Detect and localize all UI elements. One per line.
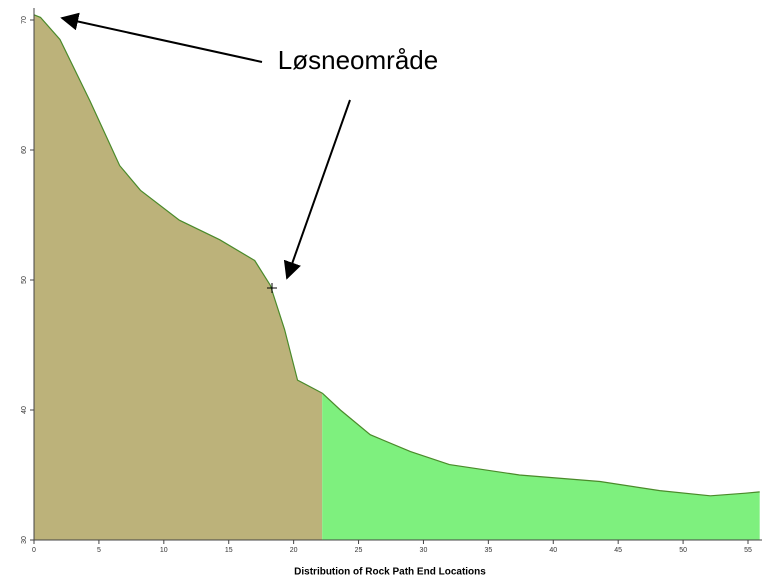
x-tick-label: 5	[97, 547, 101, 554]
profile-line	[33, 14, 323, 394]
x-tick-label: 10	[160, 547, 168, 554]
arrow	[60, 12, 263, 63]
x-tick-label: 45	[614, 547, 622, 554]
profile-area	[322, 393, 760, 540]
x-tick-label: 15	[225, 547, 233, 554]
x-tick-label: 30	[420, 547, 428, 554]
y-tick-label: 50	[21, 276, 28, 284]
plot-area	[33, 14, 760, 541]
y-tick-label: 40	[21, 406, 28, 414]
y-tick-label: 30	[21, 536, 28, 544]
x-tick-label: 20	[290, 547, 298, 554]
x-tick-label: 0	[32, 547, 36, 554]
start-marker	[267, 283, 277, 293]
x-tick-label: 55	[744, 547, 752, 554]
x-tick-label: 25	[355, 547, 363, 554]
y-tick-label: 60	[21, 146, 28, 154]
profile-line	[321, 392, 760, 497]
y-tick-label: 70	[21, 16, 28, 24]
x-tick-label: 35	[484, 547, 492, 554]
annotation: Løsneområde	[278, 45, 438, 75]
x-tick-label: 50	[679, 547, 687, 554]
profile-area	[34, 14, 323, 541]
x-tick-label: 40	[549, 547, 557, 554]
x-axis-label: Distribution of Rock Path End Locations	[294, 567, 486, 578]
arrow	[283, 99, 351, 280]
